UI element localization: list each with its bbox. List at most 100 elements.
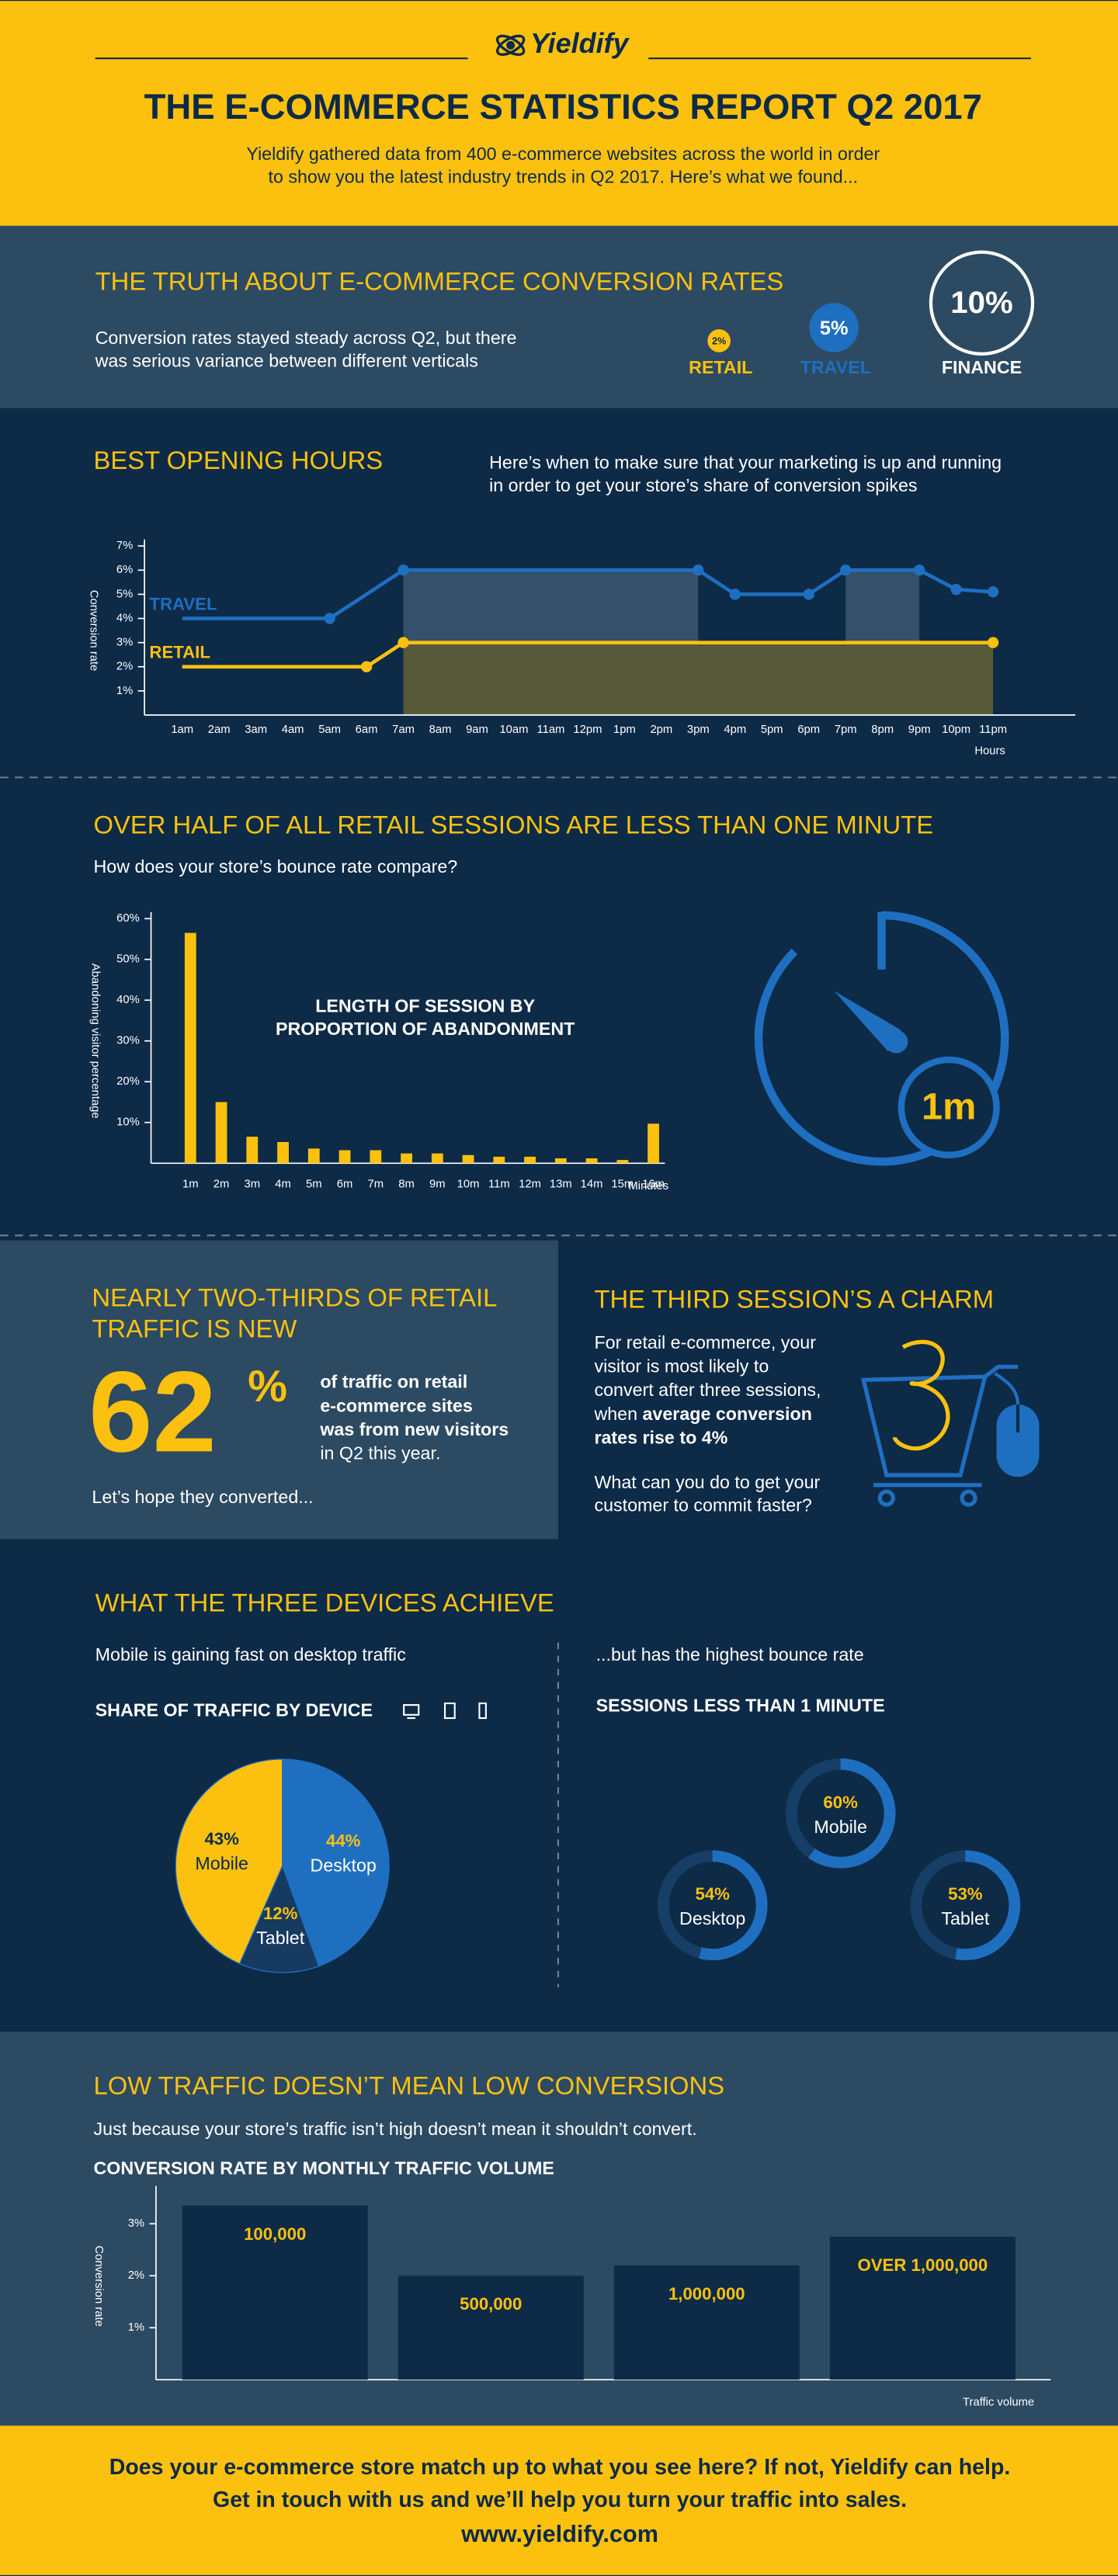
x-tick-label: 9pm (908, 724, 931, 736)
body-text: For retail e-commerce, your (594, 1332, 816, 1352)
x-tick-label: 11pm (979, 724, 1007, 736)
logo-icon (495, 34, 526, 56)
logo: Yieldify (530, 27, 630, 59)
y-tick-label: 2% (128, 2269, 144, 2282)
retail-value: 2% (712, 335, 726, 346)
x-tick-label: 5pm (761, 724, 783, 736)
donut-arc (699, 1850, 768, 1960)
bar-label: OVER 1,000,000 (857, 2255, 988, 2275)
x-tick-label: 10am (499, 724, 528, 736)
x-tick-label: 9am (466, 724, 488, 736)
heading: NEARLY TWO-THIRDS OF RETAIL (92, 1283, 497, 1311)
slice-label: Tablet (256, 1928, 305, 1948)
section-bg (0, 1240, 558, 1540)
y-tick-label: 1% (116, 685, 133, 697)
text-run: e-commerce sites (320, 1395, 472, 1415)
donut-label: Mobile (814, 1817, 867, 1837)
heading: WHAT THE THREE DEVICES ACHIEVE (95, 1588, 554, 1617)
x-tick-label: 13m (550, 1179, 572, 1191)
x-tick-label: 5m (306, 1179, 322, 1191)
body-text: in order to get your store’s share of co… (489, 475, 917, 495)
text-run: was from new visitors (319, 1419, 509, 1439)
x-axis-label: Hours (974, 745, 1005, 757)
y-tick-label: 7% (116, 540, 133, 552)
legend-label: TRAVEL (149, 595, 217, 614)
series-point (693, 564, 704, 576)
body-text: rates rise to 4% (594, 1428, 727, 1448)
x-tick-label: 2m (214, 1179, 230, 1191)
footer-link[interactable]: www.yieldify.com (460, 2521, 658, 2547)
x-tick-label: 3pm (687, 724, 710, 736)
slice-label: Mobile (195, 1853, 248, 1873)
x-tick-label: 14m (581, 1179, 603, 1191)
x-tick-label: 3m (245, 1179, 261, 1191)
footer-line: Does your e-commerce store match up to w… (109, 2455, 1011, 2480)
finance-bubble (929, 250, 1035, 356)
bar (554, 1158, 567, 1164)
pie-slice (238, 1864, 320, 1974)
bar (182, 2205, 368, 2380)
y-tick-label: 1% (128, 2321, 144, 2334)
bar (524, 1156, 536, 1164)
x-tick-label: 1am (171, 724, 193, 736)
bar (246, 1137, 259, 1164)
bar (613, 2265, 800, 2380)
cart-icon (860, 1339, 1040, 1507)
peak-area (403, 642, 994, 716)
series-point (398, 637, 409, 648)
body-text: e-commerce sites (320, 1395, 472, 1415)
y-tick-label: 40% (116, 994, 140, 1006)
bar (215, 1102, 227, 1164)
x-tick-label: 1m (182, 1179, 199, 1191)
bar (493, 1156, 505, 1164)
bar (616, 1160, 629, 1164)
y-tick-label: 10% (116, 1116, 140, 1129)
body-text: Here’s when to make sure that your marke… (489, 453, 1002, 473)
device-icons (403, 1702, 487, 1720)
footer-line: Get in touch with us and we’ll help you … (213, 2487, 907, 2512)
body-text: Conversion rates stayed steady across Q2… (95, 328, 517, 348)
x-axis-label: Traffic volume (963, 2397, 1034, 2409)
body-text: Mobile is gaining fast on desktop traffi… (95, 1644, 407, 1665)
y-tick-label: 50% (116, 953, 140, 966)
heading: BEST OPENING HOURS (94, 446, 384, 474)
y-tick-label: 60% (116, 912, 140, 925)
travel-value: 5% (820, 318, 849, 339)
x-tick-label: 11m (488, 1179, 510, 1191)
x-tick-label: 1pm (613, 724, 636, 736)
series-point (987, 637, 999, 648)
x-tick-label: 6m (337, 1179, 353, 1191)
timer-icon (754, 911, 1009, 1166)
x-tick-label: 7pm (835, 724, 857, 736)
body-text: was serious variance between different v… (95, 351, 478, 371)
retail-label: RETAIL (689, 357, 752, 377)
title: THE E-COMMERCE STATISTICS REPORT Q2 2017 (144, 87, 982, 127)
bar (370, 1150, 382, 1164)
pie-slice (282, 1758, 390, 1967)
y-axis-label: Conversion rate (92, 2245, 105, 2326)
series-line (182, 641, 994, 669)
bar (401, 1153, 412, 1164)
x-tick-label: 7am (392, 724, 415, 736)
travel-bubble (809, 303, 859, 352)
timer-label: 1m (922, 1085, 976, 1127)
series-point (729, 588, 741, 600)
x-tick-label: 6pm (797, 724, 820, 736)
y-tick-label: 2% (116, 661, 133, 673)
heading: OVER HALF OF ALL RETAIL SESSIONS ARE LES… (94, 810, 934, 838)
text-run: average conversion (643, 1404, 812, 1424)
x-tick-label: 4am (282, 724, 304, 736)
donut-arc (808, 1758, 896, 1869)
x-tick-label: 4pm (724, 724, 746, 736)
retail-bubble (707, 329, 731, 352)
body-text: in Q2 this year. (320, 1443, 440, 1463)
bar (585, 1158, 598, 1164)
x-tick-label: 10pm (942, 724, 970, 736)
intro: Yieldify gathered data from 400 e-commer… (246, 144, 880, 164)
heading: THE TRUTH ABOUT E-COMMERCE CONVERSION RA… (95, 267, 784, 296)
body-text: What can you do to get your (594, 1472, 820, 1492)
x-tick-label: 7m (368, 1179, 384, 1191)
bar-label: 100,000 (244, 2224, 306, 2244)
